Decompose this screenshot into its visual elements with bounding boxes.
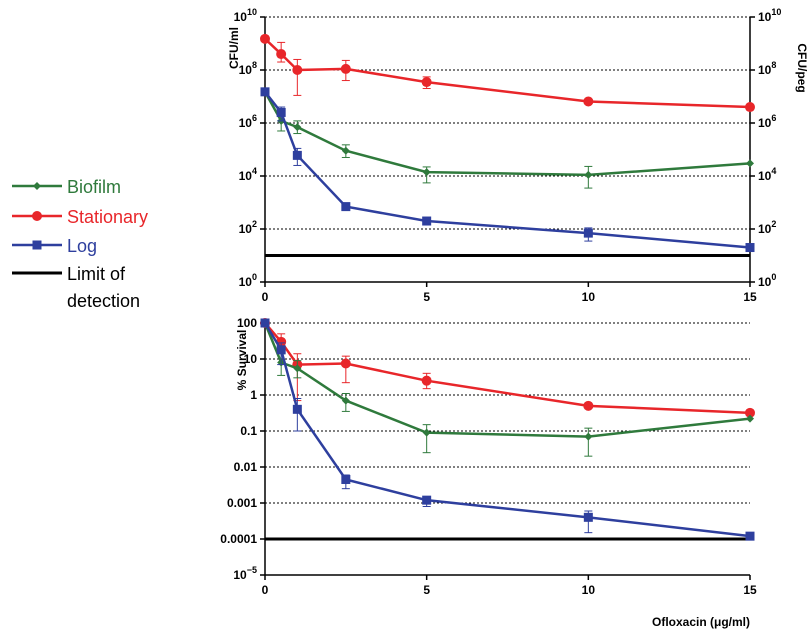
y-axis-label-right: CFU/peg [795,43,809,92]
y-tick-label-right: 102 [758,219,776,236]
survival-panel: 100 10 1 0.1 0.01 0.001 0.0001 10−5 0 5 10 15 % Surv… [220,316,757,629]
data-point [583,512,593,522]
x-axis-label: Ofloxacin (μg/ml) [652,615,750,629]
y-tick-label: 1010 [234,7,257,24]
data-point [421,77,432,88]
cfu-panel: 1010 1010 108 108 106 106 104 104 102 102 100 100 0 5… [227,7,809,304]
data-point [745,243,755,253]
y-tick-label: 102 [239,219,257,236]
y-axis-label: % Survival [235,330,249,391]
data-point [341,396,350,405]
data-point [276,345,286,355]
y-tick-label: 100 [237,316,257,330]
legend-item-stationary: Stationary [12,207,148,227]
legend-marker [33,182,41,190]
data-point [293,123,302,132]
y-tick-label: 108 [239,60,257,77]
y-tick-label: 1 [250,388,257,402]
data-point [746,159,754,168]
y-tick-label: 100 [239,272,257,289]
series-line [264,37,751,109]
data-point [745,531,755,541]
data-point [583,96,594,107]
series-stationary [260,318,755,418]
data-point [276,107,286,117]
data-point [422,495,432,505]
y-tick-label-right: 104 [758,166,776,183]
x-tick-label: 5 [423,583,430,597]
y-tick-label: 106 [239,113,257,130]
series-log [260,318,755,541]
data-point [341,474,351,484]
data-point [421,375,432,386]
legend-label-line2: detection [67,291,140,311]
legend-item-biofilm: Biofilm [12,177,121,197]
y-tick-label: 0.0001 [220,532,257,546]
x-tick-label: 0 [262,290,269,304]
data-point [583,228,593,238]
x-tick-label: 15 [743,583,757,597]
y-tick-label-right: 106 [758,113,776,130]
legend: Biofilm Stationary Log Limit of detection [12,177,148,311]
y-tick-label: 0.001 [227,496,257,510]
y-axis-label: CFU/ml [227,27,241,69]
data-point [341,202,351,212]
data-point [584,170,593,179]
y-tick-label: 10−5 [233,565,257,582]
y-tick-label: 10 [244,352,258,366]
data-point [340,358,351,369]
data-point [292,150,302,160]
series-biofilm [261,319,754,457]
data-point [746,414,754,423]
data-point [292,404,302,414]
x-tick-label: 0 [262,583,269,597]
legend-marker [32,240,42,250]
data-point [340,63,351,74]
x-tick-label: 10 [582,583,596,597]
series-log [260,87,755,253]
legend-label: Biofilm [67,177,121,197]
data-point [276,49,287,60]
y-tick-label: 0.1 [240,424,257,438]
legend-label: Log [67,236,97,256]
data-point [260,87,270,97]
series-line [263,322,751,438]
data-point [260,318,270,328]
data-point [292,65,303,75]
data-point [341,146,350,155]
legend-label: Limit of [67,264,126,284]
y-tick-label-right: 108 [758,60,776,77]
x-tick-label: 5 [423,290,430,304]
data-point [584,432,593,441]
series-line [263,322,751,538]
data-point [422,216,432,226]
data-point [745,102,755,113]
y-tick-label-right: 1010 [758,7,781,24]
series-line [264,322,751,415]
y-tick-label: 0.01 [234,460,258,474]
data-point [583,400,594,411]
data-point [422,428,431,437]
data-point [293,364,302,373]
y-tick-label-right: 100 [758,272,776,289]
x-tick-label: 10 [582,290,596,304]
data-point [745,407,755,418]
series-biofilm [261,87,754,189]
series-stationary [260,33,755,113]
x-tick-label: 15 [743,290,757,304]
legend-item-limit-of: Limit of detection [12,264,140,311]
y-tick-label: 104 [239,166,257,183]
legend-item-log: Log [12,236,97,256]
legend-marker [32,211,42,221]
legend-label: Stationary [67,207,148,227]
data-point [422,168,431,177]
data-point [260,33,270,44]
